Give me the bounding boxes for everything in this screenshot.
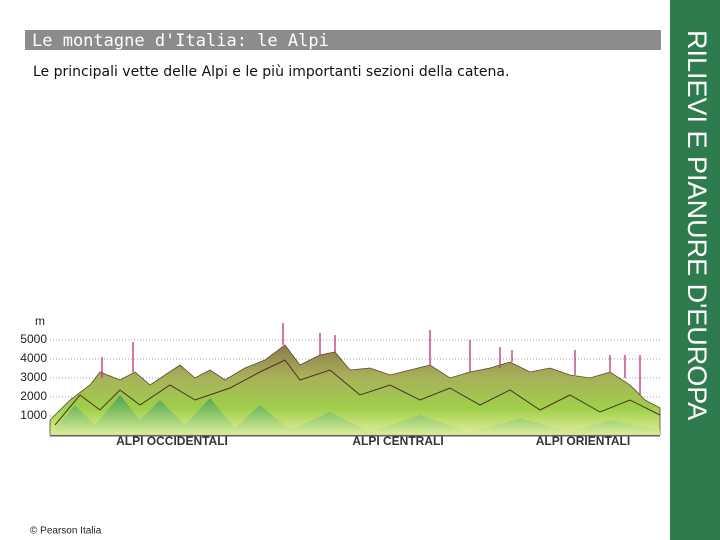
unit-label: m bbox=[35, 314, 45, 328]
section-label: ALPI CENTRALI bbox=[352, 434, 443, 448]
title-bar bbox=[25, 30, 661, 50]
section-label: ALPI ORIENTALI bbox=[536, 434, 630, 448]
foothills bbox=[50, 395, 660, 435]
side-band bbox=[670, 0, 720, 540]
tick-label: 2000 bbox=[20, 389, 47, 403]
footer: © Pearson Italia bbox=[30, 526, 102, 537]
subtitle: Le principali vette delle Alpi e le più … bbox=[33, 64, 509, 80]
tick-label: 3000 bbox=[20, 370, 47, 384]
tick-label: 4000 bbox=[20, 351, 47, 365]
title: Le montagne d'Italia: le Alpi bbox=[32, 31, 329, 51]
ridge-line bbox=[54, 359, 661, 426]
side-label: RILIEVI E PIANURE D'EUROPA bbox=[682, 30, 712, 420]
tick-label: 5000 bbox=[20, 332, 47, 346]
axis: 5000 4000 3000 2000 1000 bbox=[20, 332, 660, 422]
peaks bbox=[101, 323, 641, 395]
tick-label: 1000 bbox=[20, 408, 47, 422]
section-label: ALPI OCCIDENTALI bbox=[116, 434, 228, 448]
